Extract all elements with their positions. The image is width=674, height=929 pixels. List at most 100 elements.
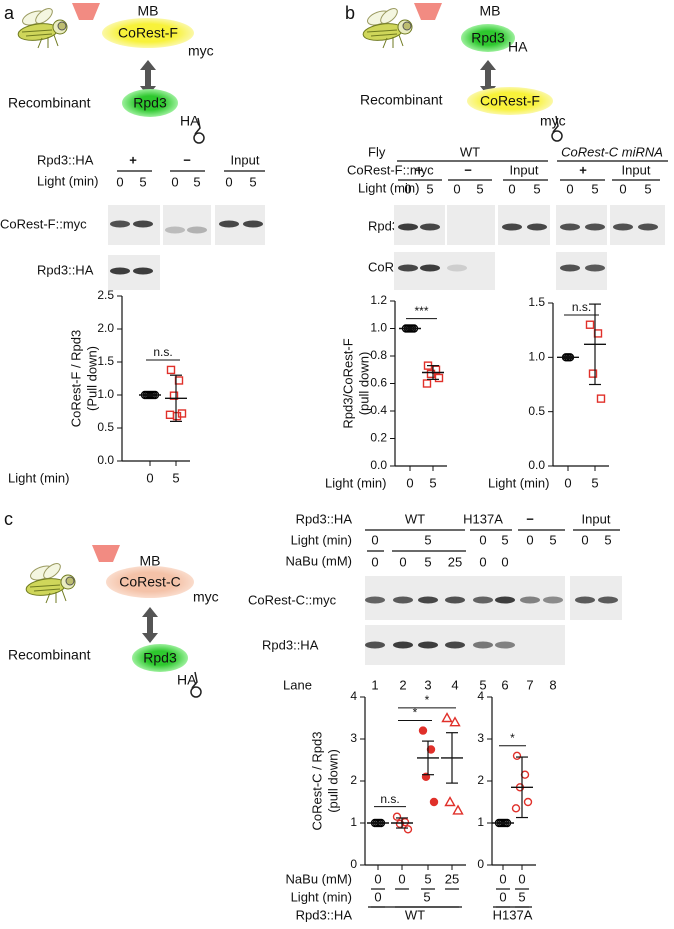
- point: [426, 369, 436, 379]
- blot-group: −: [526, 511, 534, 526]
- x-tick-label: 0: [406, 475, 413, 490]
- point: [429, 797, 439, 807]
- lane-value: 5: [139, 174, 146, 189]
- blot-header-label: Light (min): [358, 180, 419, 195]
- y-axis-label: (Pull down): [84, 346, 99, 411]
- lane-value: 5: [533, 181, 540, 196]
- point: [588, 369, 598, 378]
- band: [585, 264, 605, 272]
- significance-label: n.s.: [153, 345, 172, 359]
- lane-value: 0: [508, 181, 515, 196]
- band: [187, 226, 207, 234]
- lane-value: 0: [581, 532, 588, 547]
- lane-number: 1: [371, 677, 378, 692]
- point: [418, 726, 428, 735]
- diagram-prey-tag: HA: [177, 672, 197, 688]
- band: [495, 641, 515, 649]
- point: [169, 391, 179, 400]
- y-tick-label: 1.5: [97, 354, 114, 368]
- band: [418, 641, 438, 649]
- band: [598, 596, 618, 604]
- condition-value: WT: [405, 907, 425, 922]
- band: [420, 264, 440, 272]
- band: [243, 220, 263, 228]
- lane-value: 0: [171, 174, 178, 189]
- diagram-prey-source: Recombinant: [360, 92, 443, 108]
- point: [585, 320, 595, 329]
- band-label: Rpd3::HA: [37, 262, 94, 277]
- condition-value: 0: [499, 871, 506, 886]
- blot-group: Input: [510, 162, 539, 177]
- blot-group: −: [183, 152, 191, 167]
- y-tick-label: 0.2: [370, 431, 387, 445]
- blot-image: [447, 205, 495, 245]
- condition-value: 5: [518, 889, 525, 904]
- diagram-prey-source: Recombinant: [8, 647, 91, 663]
- y-tick-label: 0.8: [370, 348, 387, 362]
- diagram-prey-tag: HA: [180, 113, 200, 129]
- blot-image: [163, 205, 211, 245]
- lane-value: 25: [448, 554, 462, 569]
- point: [441, 712, 453, 723]
- blot-header-label: Rpd3::HA: [37, 152, 94, 167]
- diagram-prey-source: Recombinant: [8, 95, 91, 111]
- point: [523, 797, 533, 807]
- y-tick-label: 3: [350, 731, 357, 745]
- y-tick-label: 0.0: [97, 453, 114, 467]
- band: [445, 596, 465, 604]
- y-tick-label: 1.5: [528, 295, 545, 309]
- band: [110, 220, 130, 228]
- band: [398, 264, 418, 272]
- diagram-a: [16, 3, 205, 144]
- diagram-prey: Rpd3: [143, 650, 177, 666]
- y-tick-label: 1.2: [370, 293, 387, 307]
- y-axis-label: CoRest-F / Rpd3: [68, 330, 83, 428]
- condition-value: 0: [398, 871, 405, 886]
- point: [392, 812, 402, 821]
- band: [219, 220, 239, 228]
- significance-label: ***: [414, 304, 428, 318]
- lane-number: 7: [526, 677, 533, 692]
- significance-label: n.s.: [380, 792, 399, 806]
- band: [418, 596, 438, 604]
- band: [447, 264, 467, 272]
- diagram-bait: Rpd3: [471, 30, 505, 46]
- point: [449, 716, 461, 727]
- band-label: CoRest-F::myc: [0, 216, 87, 231]
- band: [365, 641, 385, 649]
- lane-value: 0: [566, 181, 573, 196]
- x-tick-label: 5: [429, 475, 436, 490]
- lane-value: 0: [225, 174, 232, 189]
- point: [165, 410, 175, 419]
- diagram-mb: MB: [480, 3, 501, 19]
- significance-label: *: [510, 731, 515, 745]
- blot-group: Input: [231, 152, 260, 167]
- lane-value: 0: [619, 181, 626, 196]
- condition-value: 5: [424, 871, 431, 886]
- lane-number: 8: [549, 677, 556, 692]
- lane-number: 4: [451, 677, 458, 692]
- lane-value: 0: [479, 554, 486, 569]
- blot-group: Input: [622, 162, 651, 177]
- band: [502, 223, 522, 231]
- blot-group: H137A: [463, 511, 503, 526]
- y-tick-label: 1.0: [528, 350, 545, 364]
- lane-value: 5: [424, 554, 431, 569]
- lane-value: 0: [371, 532, 378, 547]
- condition-label: Light (min): [291, 889, 352, 904]
- lane-number: 3: [424, 677, 431, 692]
- blot-header-label: Light (min): [291, 532, 352, 547]
- lane-value: 5: [644, 181, 651, 196]
- band: [613, 223, 633, 231]
- diagram-prey-tag: myc: [540, 113, 566, 129]
- y-axis-label: (pull down): [356, 352, 371, 416]
- blot-group: CoRest-C miRNA: [561, 144, 663, 159]
- y-tick-label: 4: [477, 689, 484, 703]
- point: [452, 804, 464, 815]
- band: [110, 267, 130, 275]
- band-label: Rpd3::HA: [262, 637, 319, 652]
- significance-label: *: [413, 706, 418, 720]
- lane-value: 0: [371, 554, 378, 569]
- band: [527, 223, 547, 231]
- point: [166, 365, 176, 375]
